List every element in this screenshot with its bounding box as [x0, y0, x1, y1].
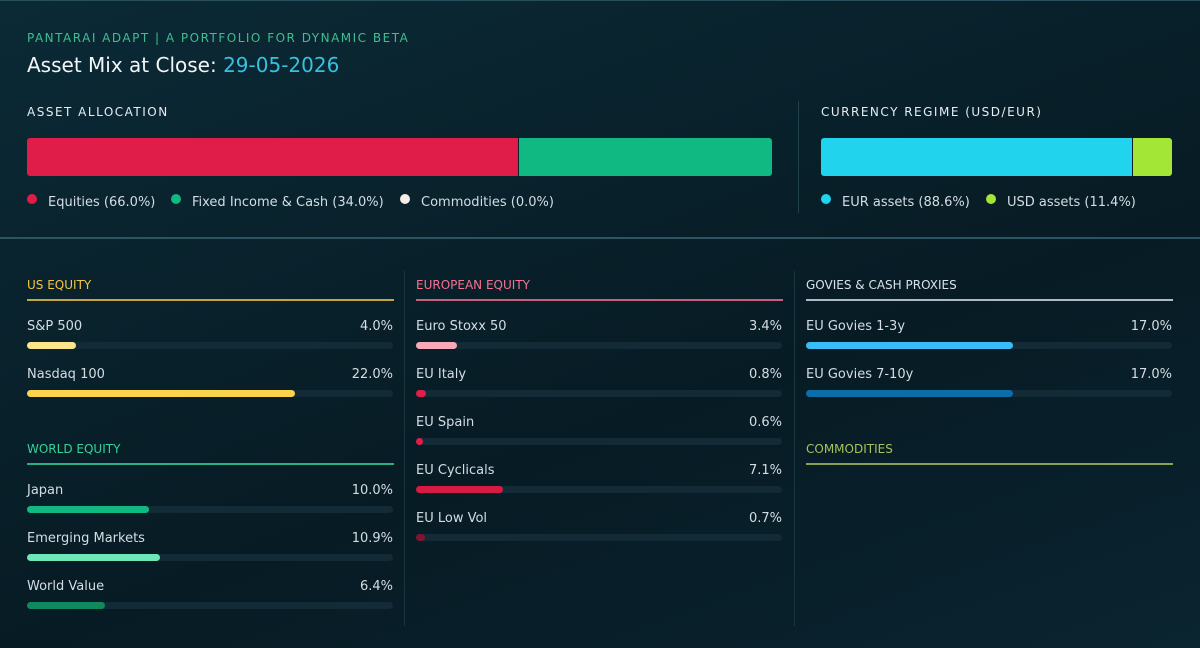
legend-dot: [171, 194, 181, 204]
bar-fill: [416, 342, 458, 349]
legend-label: Commodities (0.0%): [421, 195, 554, 210]
item-value: 6.4%: [359, 579, 393, 594]
group-title: WORLD EQUITY: [27, 442, 121, 456]
item-name: EU Low Vol: [416, 511, 488, 526]
bar-track: [416, 438, 782, 445]
date: 29-05-2026: [223, 53, 340, 77]
item-value: 7.1%: [748, 463, 782, 478]
bar-track: [416, 534, 782, 541]
bar-fill: [416, 534, 425, 541]
item-value: 10.9%: [351, 531, 393, 546]
item-value: 0.8%: [748, 367, 782, 382]
stacked-segment: [519, 138, 772, 176]
group-underline: [806, 299, 1173, 301]
item-value: 17.0%: [1130, 319, 1172, 334]
group-underline: [27, 299, 394, 301]
bar-track: [416, 390, 782, 397]
bar-fill: [416, 438, 424, 445]
item-value: 10.0%: [351, 483, 393, 498]
legend-label: Equities (66.0%): [48, 195, 156, 210]
item-name: EU Spain: [416, 415, 475, 430]
item-name: EU Govies 1-3y: [806, 319, 906, 334]
group-title: EUROPEAN EQUITY: [416, 278, 530, 292]
bar-track: [27, 342, 393, 349]
legend-dot: [821, 194, 831, 204]
stacked-segment: [1132, 138, 1172, 176]
legend-label: Fixed Income & Cash (34.0%): [192, 195, 384, 210]
item-name: Emerging Markets: [27, 531, 145, 546]
group-title: COMMODITIES: [806, 442, 893, 456]
item-name: Nasdaq 100: [27, 367, 105, 382]
subtitle: PANTARAI ADAPT | A PORTFOLIO FOR DYNAMIC…: [27, 31, 410, 45]
bar-fill: [27, 390, 296, 397]
bar-track: [27, 506, 393, 513]
item-value: 3.4%: [748, 319, 782, 334]
bar-track: [416, 486, 782, 493]
legend-label: EUR assets (88.6%): [842, 195, 970, 210]
title: Asset Mix at Close: 29-05-2026: [27, 53, 339, 77]
bar-track: [27, 602, 393, 609]
group-underline: [416, 299, 783, 301]
item-value: 4.0%: [359, 319, 393, 334]
group-title: US EQUITY: [27, 278, 92, 292]
bar-fill: [27, 506, 149, 513]
legend-dot: [27, 194, 37, 204]
item-name: World Value: [27, 579, 105, 594]
divider: [0, 237, 1200, 239]
group-underline: [806, 463, 1173, 465]
bar-track: [416, 342, 782, 349]
section-title: ASSET ALLOCATION: [27, 105, 169, 119]
item-name: S&P 500: [27, 319, 83, 334]
item-name: EU Italy: [416, 367, 467, 382]
divider: [404, 271, 405, 626]
divider: [794, 271, 795, 626]
item-value: 22.0%: [351, 367, 393, 382]
legend-label: USD assets (11.4%): [1007, 195, 1136, 210]
group-underline: [27, 463, 394, 465]
item-name: Euro Stoxx 50: [416, 319, 507, 334]
legend-dot: [986, 194, 996, 204]
section-title: CURRENCY REGIME (USD/EUR): [821, 105, 1043, 119]
item-value: 0.7%: [748, 511, 782, 526]
divider: [798, 101, 799, 213]
bar-fill: [27, 342, 76, 349]
item-name: EU Cyclicals: [416, 463, 495, 478]
stacked-segment: [821, 138, 1132, 176]
item-value: 0.6%: [748, 415, 782, 430]
bar-fill: [416, 390, 426, 397]
item-name: EU Govies 7-10y: [806, 367, 914, 382]
item-value: 17.0%: [1130, 367, 1172, 382]
legend-dot: [400, 194, 410, 204]
bar-fill: [27, 602, 106, 609]
bar-fill: [27, 554, 160, 561]
title-text: Asset Mix at Close:: [27, 53, 217, 77]
bar-fill: [416, 486, 503, 493]
stacked-segment: [27, 138, 519, 176]
bar-track: [27, 554, 393, 561]
bar-fill: [806, 390, 1014, 397]
group-title: GOVIES & CASH PROXIES: [806, 278, 957, 292]
bar-fill: [806, 342, 1014, 349]
item-name: Japan: [27, 483, 64, 498]
